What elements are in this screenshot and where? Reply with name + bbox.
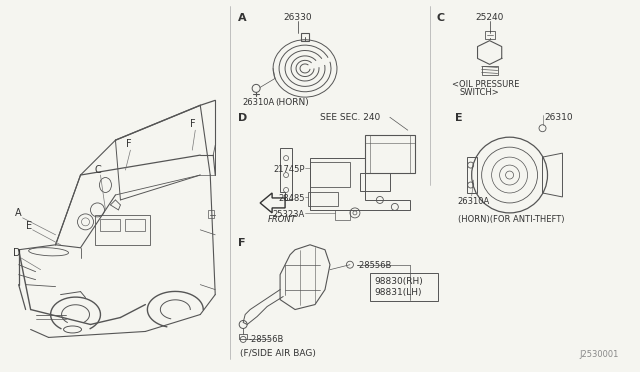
- Bar: [208, 210, 214, 218]
- Text: <OIL PRESSURE: <OIL PRESSURE: [452, 80, 519, 89]
- Text: 25323A: 25323A: [273, 210, 305, 219]
- Text: E: E: [26, 221, 32, 231]
- Text: A: A: [238, 13, 247, 23]
- Text: 98831(LH): 98831(LH): [374, 288, 421, 296]
- Text: 25240: 25240: [476, 13, 504, 22]
- Bar: [482, 67, 498, 76]
- Text: 98830(RH): 98830(RH): [374, 277, 422, 286]
- Text: F: F: [238, 238, 246, 248]
- Text: FRONT: FRONT: [268, 215, 297, 224]
- Text: (HORN)(FOR ANTI-THEFT): (HORN)(FOR ANTI-THEFT): [458, 215, 564, 224]
- Text: -28556B: -28556B: [248, 335, 284, 344]
- Text: 21745P: 21745P: [273, 165, 305, 174]
- Text: 26330: 26330: [284, 13, 312, 22]
- Text: (HORN): (HORN): [275, 98, 309, 108]
- Text: F: F: [191, 119, 196, 129]
- Text: 26310A: 26310A: [242, 98, 275, 108]
- Bar: [310, 162, 350, 187]
- Text: (F/SIDE AIR BAG): (F/SIDE AIR BAG): [240, 349, 316, 358]
- Text: SWITCH>: SWITCH>: [460, 89, 499, 97]
- Text: -28556B: -28556B: [357, 261, 392, 270]
- Bar: [308, 192, 338, 206]
- Bar: [125, 219, 145, 231]
- Text: 26310A: 26310A: [458, 197, 490, 206]
- Bar: [95, 215, 150, 245]
- Text: F: F: [125, 139, 131, 149]
- Bar: [365, 135, 415, 173]
- Text: C: C: [436, 13, 445, 23]
- Bar: [335, 210, 350, 220]
- Text: D: D: [238, 113, 248, 123]
- Bar: [239, 334, 247, 339]
- Text: 26310: 26310: [545, 113, 573, 122]
- Text: C: C: [94, 165, 101, 175]
- Text: J2530001: J2530001: [579, 350, 619, 359]
- Bar: [484, 31, 495, 39]
- Bar: [100, 219, 120, 231]
- Text: A: A: [15, 208, 22, 218]
- Bar: [360, 173, 390, 191]
- Bar: [370, 273, 438, 301]
- Text: D: D: [13, 248, 20, 258]
- Text: 28485: 28485: [278, 194, 305, 203]
- Text: SEE SEC. 240: SEE SEC. 240: [320, 113, 380, 122]
- Text: E: E: [454, 113, 462, 123]
